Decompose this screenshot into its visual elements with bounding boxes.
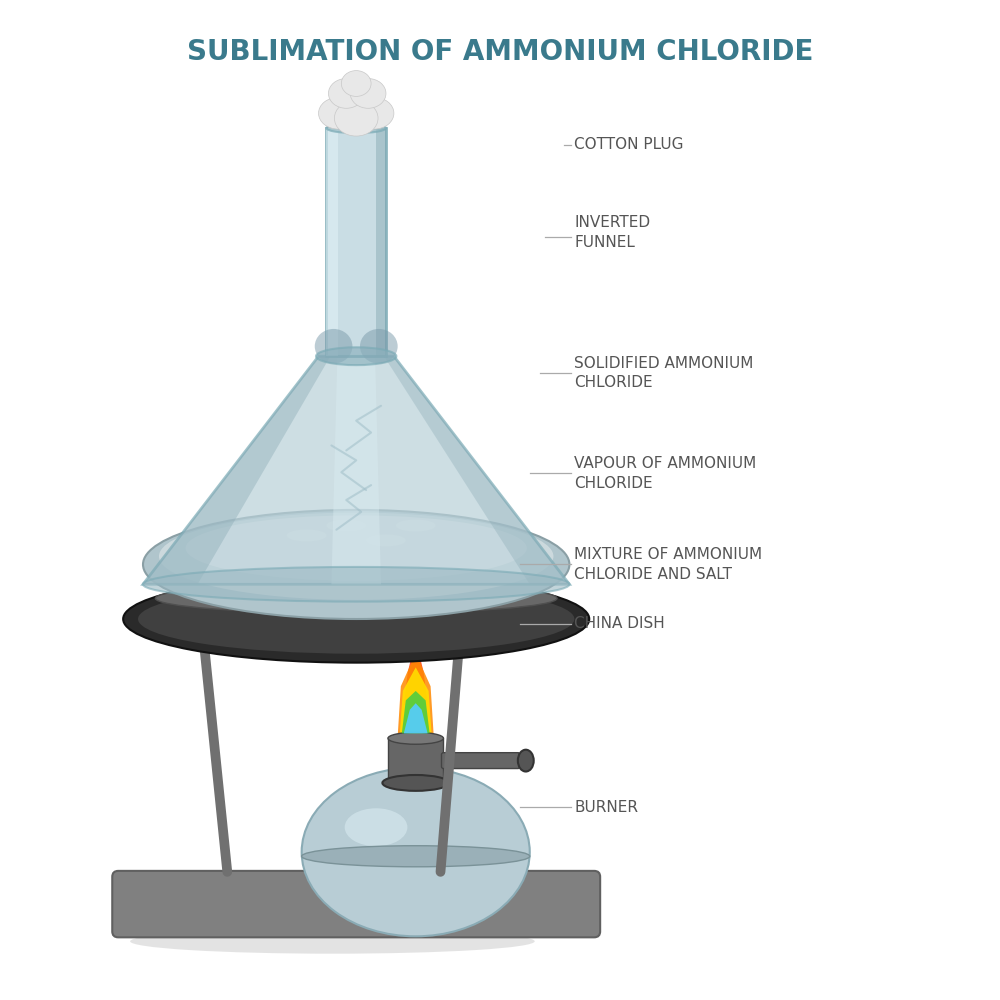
Ellipse shape bbox=[138, 584, 574, 654]
Ellipse shape bbox=[331, 82, 381, 121]
Polygon shape bbox=[143, 356, 569, 584]
Ellipse shape bbox=[186, 515, 527, 581]
Ellipse shape bbox=[360, 329, 398, 364]
Ellipse shape bbox=[382, 775, 449, 791]
Ellipse shape bbox=[345, 808, 407, 846]
Polygon shape bbox=[400, 667, 432, 733]
Ellipse shape bbox=[229, 601, 385, 614]
Text: COTTON PLUG: COTTON PLUG bbox=[574, 137, 684, 152]
Ellipse shape bbox=[143, 567, 569, 602]
Ellipse shape bbox=[326, 123, 386, 133]
Ellipse shape bbox=[388, 732, 443, 744]
Ellipse shape bbox=[334, 100, 378, 136]
Ellipse shape bbox=[328, 79, 364, 108]
Ellipse shape bbox=[319, 97, 358, 129]
Polygon shape bbox=[326, 128, 338, 356]
Polygon shape bbox=[331, 356, 381, 584]
Ellipse shape bbox=[159, 513, 553, 600]
Text: SOLIDIFIED AMMONIUM
CHLORIDE: SOLIDIFIED AMMONIUM CHLORIDE bbox=[574, 356, 754, 390]
Ellipse shape bbox=[518, 750, 534, 772]
Polygon shape bbox=[384, 356, 569, 584]
Ellipse shape bbox=[350, 79, 386, 108]
Polygon shape bbox=[402, 691, 430, 733]
Polygon shape bbox=[388, 738, 443, 783]
Polygon shape bbox=[404, 639, 428, 705]
Text: INVERTED
FUNNEL: INVERTED FUNNEL bbox=[574, 215, 650, 250]
Text: MIXTURE OF AMMONIUM
CHLORIDE AND SALT: MIXTURE OF AMMONIUM CHLORIDE AND SALT bbox=[574, 547, 763, 582]
Ellipse shape bbox=[316, 347, 396, 365]
Ellipse shape bbox=[302, 846, 530, 867]
FancyBboxPatch shape bbox=[112, 871, 600, 937]
Text: SUBLIMATION OF AMMONIUM CHLORIDE: SUBLIMATION OF AMMONIUM CHLORIDE bbox=[187, 38, 813, 66]
Ellipse shape bbox=[354, 97, 394, 129]
Polygon shape bbox=[398, 653, 434, 733]
Ellipse shape bbox=[143, 510, 569, 619]
Text: VAPOUR OF AMMONIUM
CHLORIDE: VAPOUR OF AMMONIUM CHLORIDE bbox=[574, 456, 757, 491]
Polygon shape bbox=[143, 356, 330, 584]
Ellipse shape bbox=[366, 534, 406, 546]
Ellipse shape bbox=[155, 583, 557, 613]
Ellipse shape bbox=[396, 520, 436, 531]
Polygon shape bbox=[376, 128, 386, 356]
Polygon shape bbox=[404, 703, 428, 733]
Ellipse shape bbox=[326, 520, 366, 531]
Ellipse shape bbox=[315, 329, 352, 364]
Ellipse shape bbox=[130, 929, 535, 954]
Ellipse shape bbox=[123, 575, 589, 663]
Polygon shape bbox=[326, 128, 386, 356]
Ellipse shape bbox=[302, 768, 530, 936]
Ellipse shape bbox=[341, 71, 371, 96]
Ellipse shape bbox=[287, 530, 326, 541]
Text: BURNER: BURNER bbox=[574, 800, 638, 815]
FancyBboxPatch shape bbox=[441, 753, 520, 769]
Text: CHINA DISH: CHINA DISH bbox=[574, 616, 665, 631]
